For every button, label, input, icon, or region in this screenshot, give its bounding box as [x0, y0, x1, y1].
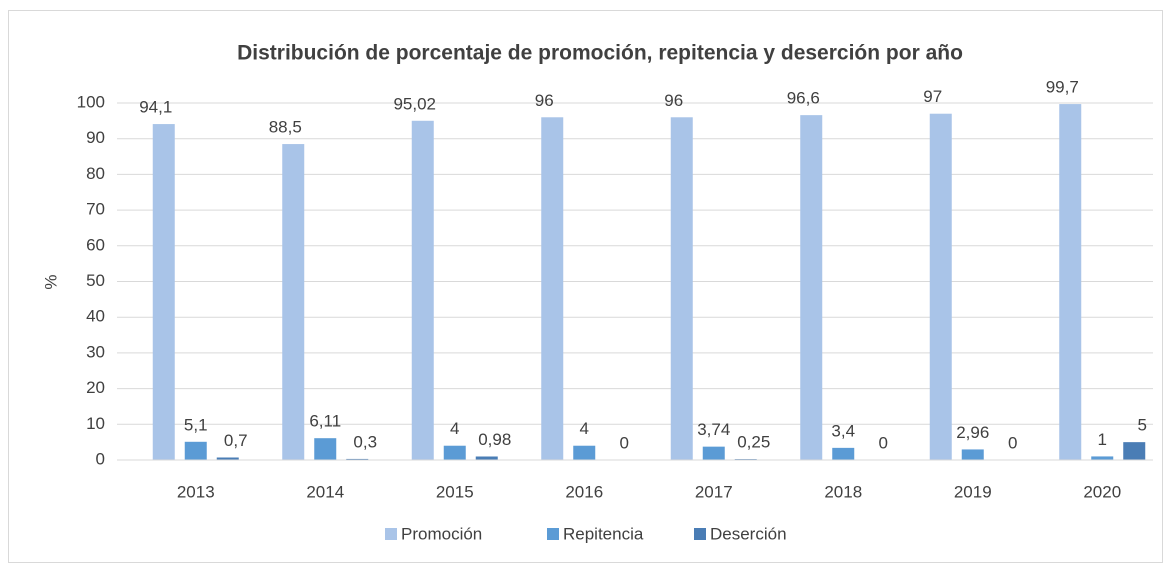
data-label: 96: [664, 91, 683, 110]
data-label: 0,3: [353, 432, 377, 451]
data-label: 1: [1098, 430, 1107, 449]
bar: [346, 458, 369, 460]
bar: [282, 144, 305, 460]
data-label: 0: [1008, 433, 1017, 452]
data-label: 5: [1138, 416, 1147, 435]
data-label: 97: [923, 87, 942, 106]
bar: [1123, 442, 1146, 460]
bar: [1059, 104, 1082, 461]
x-tick-label: 2015: [436, 482, 474, 501]
legend-swatch: [385, 528, 397, 540]
legend-label: Repitencia: [563, 524, 644, 543]
x-tick-label: 2017: [695, 482, 733, 501]
bar: [832, 447, 855, 460]
y-axis-label: %: [41, 274, 60, 289]
legend-swatch: [694, 528, 706, 540]
x-tick-label: 2019: [954, 482, 992, 501]
bar: [314, 438, 337, 460]
data-label: 99,7: [1046, 78, 1079, 97]
y-tick-label: 40: [86, 307, 105, 326]
data-label: 96: [535, 91, 554, 110]
bar: [670, 117, 693, 460]
y-tick-label: 60: [86, 235, 105, 254]
x-tick-label: 2014: [306, 482, 344, 501]
data-label: 4: [450, 419, 459, 438]
bar: [800, 115, 823, 460]
bar: [541, 117, 564, 460]
bar: [411, 120, 434, 461]
y-tick-label: 100: [77, 92, 105, 111]
data-label: 96,6: [787, 89, 820, 108]
bar: [475, 456, 498, 460]
y-tick-label: 0: [96, 449, 105, 468]
bar: [961, 449, 984, 460]
legend-label: Promoción: [401, 524, 482, 543]
data-label: 0,7: [224, 431, 248, 450]
x-tick-label: 2016: [565, 482, 603, 501]
y-tick-label: 90: [86, 128, 105, 147]
bar: [184, 441, 207, 460]
bar: [443, 445, 466, 460]
chart-frame: [8, 10, 1163, 563]
bar: [702, 446, 725, 460]
bar: [216, 457, 239, 460]
chart-title: Distribución de porcentaje de promoción,…: [237, 42, 963, 65]
x-tick-label: 2018: [824, 482, 862, 501]
data-label: 95,02: [393, 94, 436, 113]
bar: [1091, 456, 1114, 460]
data-label: 94,1: [139, 98, 172, 117]
y-tick-label: 50: [86, 271, 105, 290]
y-tick-label: 70: [86, 200, 105, 219]
data-label: 0,98: [478, 430, 511, 449]
y-tick-label: 20: [86, 378, 105, 397]
y-tick-label: 80: [86, 164, 105, 183]
data-label: 6,11: [309, 412, 341, 431]
x-tick-label: 2013: [177, 482, 215, 501]
legend-label: Deserción: [710, 524, 787, 543]
data-label: 0,25: [737, 433, 770, 452]
bar: [573, 445, 596, 460]
legend-swatch: [547, 528, 559, 540]
data-label: 4: [580, 419, 589, 438]
data-label: 0: [879, 433, 888, 452]
data-label: 88,5: [269, 118, 302, 137]
data-label: 5,1: [184, 415, 208, 434]
bar: [929, 113, 952, 461]
data-label: 3,4: [831, 421, 855, 440]
data-label: 0: [620, 433, 629, 452]
y-tick-label: 10: [86, 414, 105, 433]
data-label: 3,74: [697, 420, 730, 439]
data-label: 2,96: [956, 423, 989, 442]
y-tick-label: 30: [86, 342, 105, 361]
bar: [152, 124, 175, 461]
x-tick-label: 2020: [1083, 482, 1121, 501]
